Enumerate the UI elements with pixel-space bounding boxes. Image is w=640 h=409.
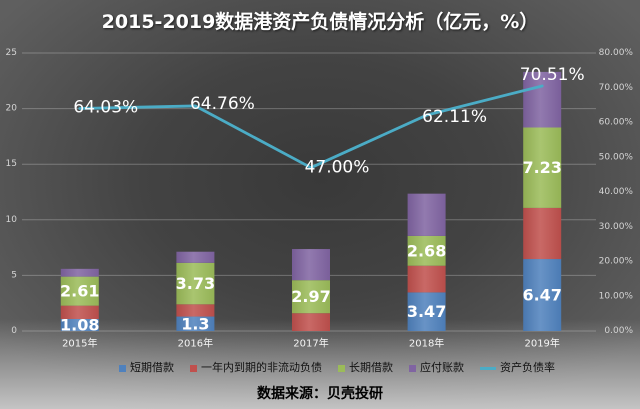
data-label-short-term-loans: 3.47 (407, 302, 446, 321)
bar-accounts-payable (407, 193, 446, 236)
x-axis-tick-label: 2018年 (409, 337, 444, 350)
bar-long-term-loans (292, 280, 330, 314)
bar-current-noncurrent-liabilities (60, 305, 99, 319)
data-label-debt-ratio: 70.51% (520, 65, 585, 85)
bar-accounts-payable (523, 71, 562, 128)
x-axis-tick-label: 2015年 (62, 337, 97, 350)
data-label-long-term-loans: 7.23 (522, 158, 561, 177)
y-axis-tick-label: 0 (11, 326, 17, 336)
legend-marker (338, 364, 345, 372)
bar-current-noncurrent-liabilities (292, 313, 330, 331)
legend-label: 一年内到期的非流动负债 (201, 361, 322, 374)
y2-axis-tick-label: 40.00% (599, 187, 634, 197)
bar-current-noncurrent-liabilities (523, 207, 562, 260)
bar-long-term-loans (407, 235, 446, 266)
x-axis-tick-label: 2019年 (524, 337, 559, 350)
legend-item-short-term-loans: 短期借款 (119, 360, 174, 376)
y2-axis-tick-label: 80.00% (599, 48, 634, 58)
legend-item-current-noncurrent-liabilities: 一年内到期的非流动负债 (190, 360, 322, 376)
x-axis-tick-label: 2017年 (293, 337, 328, 350)
y2-axis-tick-label: 0.00% (604, 326, 633, 336)
legend-label: 短期借款 (130, 361, 174, 374)
legend-item-debt-ratio: 资产负债率 (480, 360, 555, 376)
bar-long-term-loans (60, 276, 99, 306)
legend-label: 长期借款 (349, 361, 393, 374)
bar-short-term-loans (60, 318, 99, 331)
data-label-debt-ratio: 64.76% (190, 94, 255, 114)
line-series (78, 84, 544, 170)
bar-current-noncurrent-liabilities (176, 304, 215, 317)
bar-accounts-payable (292, 249, 330, 281)
y2-axis-tick-label: 60.00% (599, 118, 634, 128)
bar-long-term-loans (523, 127, 562, 208)
legend-item-long-term-loans: 长期借款 (338, 360, 393, 376)
y-axis-tick-label: 25 (6, 48, 17, 58)
data-label-short-term-loans: 1.08 (60, 315, 99, 334)
x-axis-tick-label: 2016年 (178, 337, 213, 350)
legend-marker (409, 364, 416, 372)
legend-label: 资产负债率 (500, 361, 555, 374)
data-label-short-term-loans: 6.47 (522, 286, 561, 305)
legend: 短期借款 一年内到期的非流动负债 长期借款 应付账款 资产负债率 (0, 360, 640, 376)
bar-short-term-loans (407, 292, 446, 331)
y2-axis-tick-label: 70.00% (599, 83, 634, 93)
bar-current-noncurrent-liabilities (407, 265, 446, 293)
legend-item-accounts-payable: 应付账款 (409, 360, 464, 376)
y-axis-tick-label: 20 (6, 104, 18, 114)
y-axis-tick-label: 10 (6, 215, 18, 225)
bar-accounts-payable (176, 251, 215, 263)
data-source: 数据来源：贝壳投研 (257, 386, 383, 402)
legend-label: 应付账款 (420, 361, 464, 374)
chart-title: 2015-2019数据港资产负债情况分析（亿元，%） (101, 11, 539, 33)
bar-short-term-loans (523, 259, 562, 331)
y2-axis-tick-label: 30.00% (599, 222, 634, 232)
legend-marker (119, 364, 126, 372)
bar-long-term-loans (176, 262, 215, 305)
data-label-long-term-loans: 3.73 (176, 274, 215, 293)
bar-data-labels: 1.08 1.3 3.47 6.47 2.61 3.73 2.97 2.68 7.23 (60, 158, 562, 334)
y-axis-tick-label: 5 (11, 270, 17, 280)
y-axis-tick-label: 15 (6, 159, 17, 169)
data-label-long-term-loans: 2.61 (60, 282, 99, 301)
data-label-debt-ratio: 64.03% (73, 97, 138, 117)
data-label-long-term-loans: 2.97 (291, 287, 330, 306)
bar-accounts-payable (60, 268, 99, 277)
bar-short-term-loans (176, 316, 215, 331)
y2-axis-tick-label: 20.00% (599, 257, 634, 267)
stacked-bars (60, 71, 562, 331)
data-label-short-term-loans: 1.3 (181, 314, 209, 333)
axis-labels: 0 5 10 15 20 25 0.00% 10.00% 20.00% 30.00% 40.00% 5… (6, 48, 634, 350)
data-label-long-term-loans: 2.68 (407, 241, 446, 260)
line-data-labels: 64.03% 64.76% 47.00% 62.11% 70.51% (73, 65, 584, 178)
line-debt-ratio (78, 84, 544, 170)
data-label-debt-ratio: 62.11% (422, 107, 487, 127)
legend-marker (190, 364, 197, 372)
y2-axis-tick-label: 10.00% (599, 291, 634, 301)
y2-axis-tick-label: 50.00% (599, 152, 634, 162)
data-label-debt-ratio: 47.00% (305, 158, 370, 178)
legend-marker (480, 366, 496, 370)
